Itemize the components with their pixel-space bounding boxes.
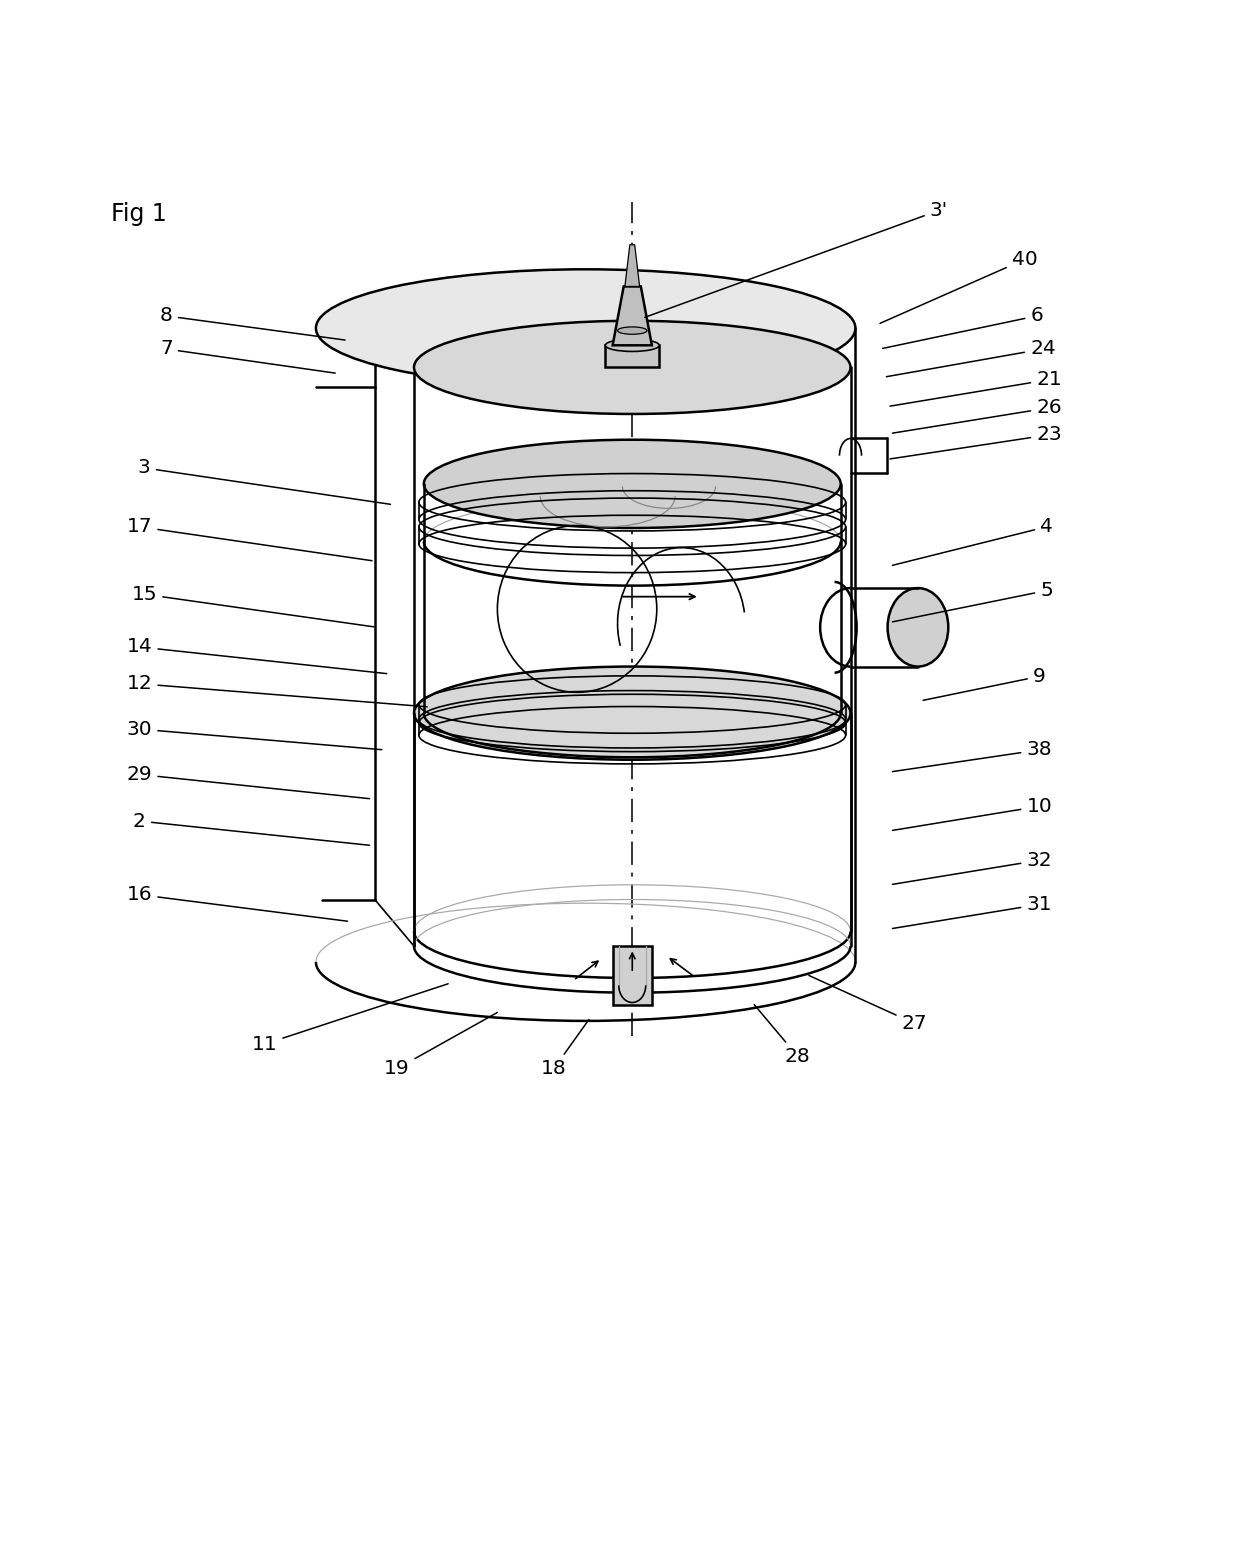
Text: 38: 38 <box>893 741 1053 772</box>
Text: 4: 4 <box>893 517 1053 565</box>
Polygon shape <box>613 946 652 1005</box>
Text: 29: 29 <box>126 764 370 798</box>
Ellipse shape <box>888 588 949 667</box>
Text: 18: 18 <box>541 1019 589 1078</box>
Text: 10: 10 <box>893 797 1053 831</box>
Text: 11: 11 <box>252 984 448 1053</box>
Text: 9: 9 <box>923 667 1045 701</box>
Text: 26: 26 <box>893 398 1061 434</box>
Ellipse shape <box>316 269 856 388</box>
Text: 17: 17 <box>126 517 372 560</box>
Text: 3': 3' <box>645 201 947 318</box>
Ellipse shape <box>605 340 660 352</box>
Text: 5: 5 <box>893 581 1053 622</box>
Text: 14: 14 <box>126 638 387 673</box>
Text: 21: 21 <box>890 371 1061 406</box>
Text: 15: 15 <box>131 585 374 627</box>
Polygon shape <box>625 245 640 287</box>
Text: 16: 16 <box>126 885 347 922</box>
Polygon shape <box>613 287 652 346</box>
Text: 32: 32 <box>893 851 1053 885</box>
Text: 6: 6 <box>883 306 1043 349</box>
Text: 40: 40 <box>880 250 1038 323</box>
Ellipse shape <box>414 321 851 414</box>
Polygon shape <box>605 346 660 367</box>
Ellipse shape <box>618 327 647 335</box>
Text: 31: 31 <box>893 896 1053 928</box>
Ellipse shape <box>424 440 841 528</box>
Text: 3: 3 <box>138 459 391 505</box>
Text: 30: 30 <box>126 720 382 750</box>
Text: 28: 28 <box>754 1005 811 1065</box>
Text: Fig 1: Fig 1 <box>112 202 167 225</box>
Text: 23: 23 <box>890 425 1061 459</box>
Text: 7: 7 <box>160 340 335 374</box>
Text: 27: 27 <box>808 976 928 1033</box>
Text: 2: 2 <box>133 812 370 845</box>
Ellipse shape <box>414 667 851 760</box>
Text: 24: 24 <box>887 340 1056 377</box>
Text: 12: 12 <box>126 675 428 707</box>
Text: 19: 19 <box>384 1013 497 1078</box>
Text: 8: 8 <box>160 306 345 340</box>
